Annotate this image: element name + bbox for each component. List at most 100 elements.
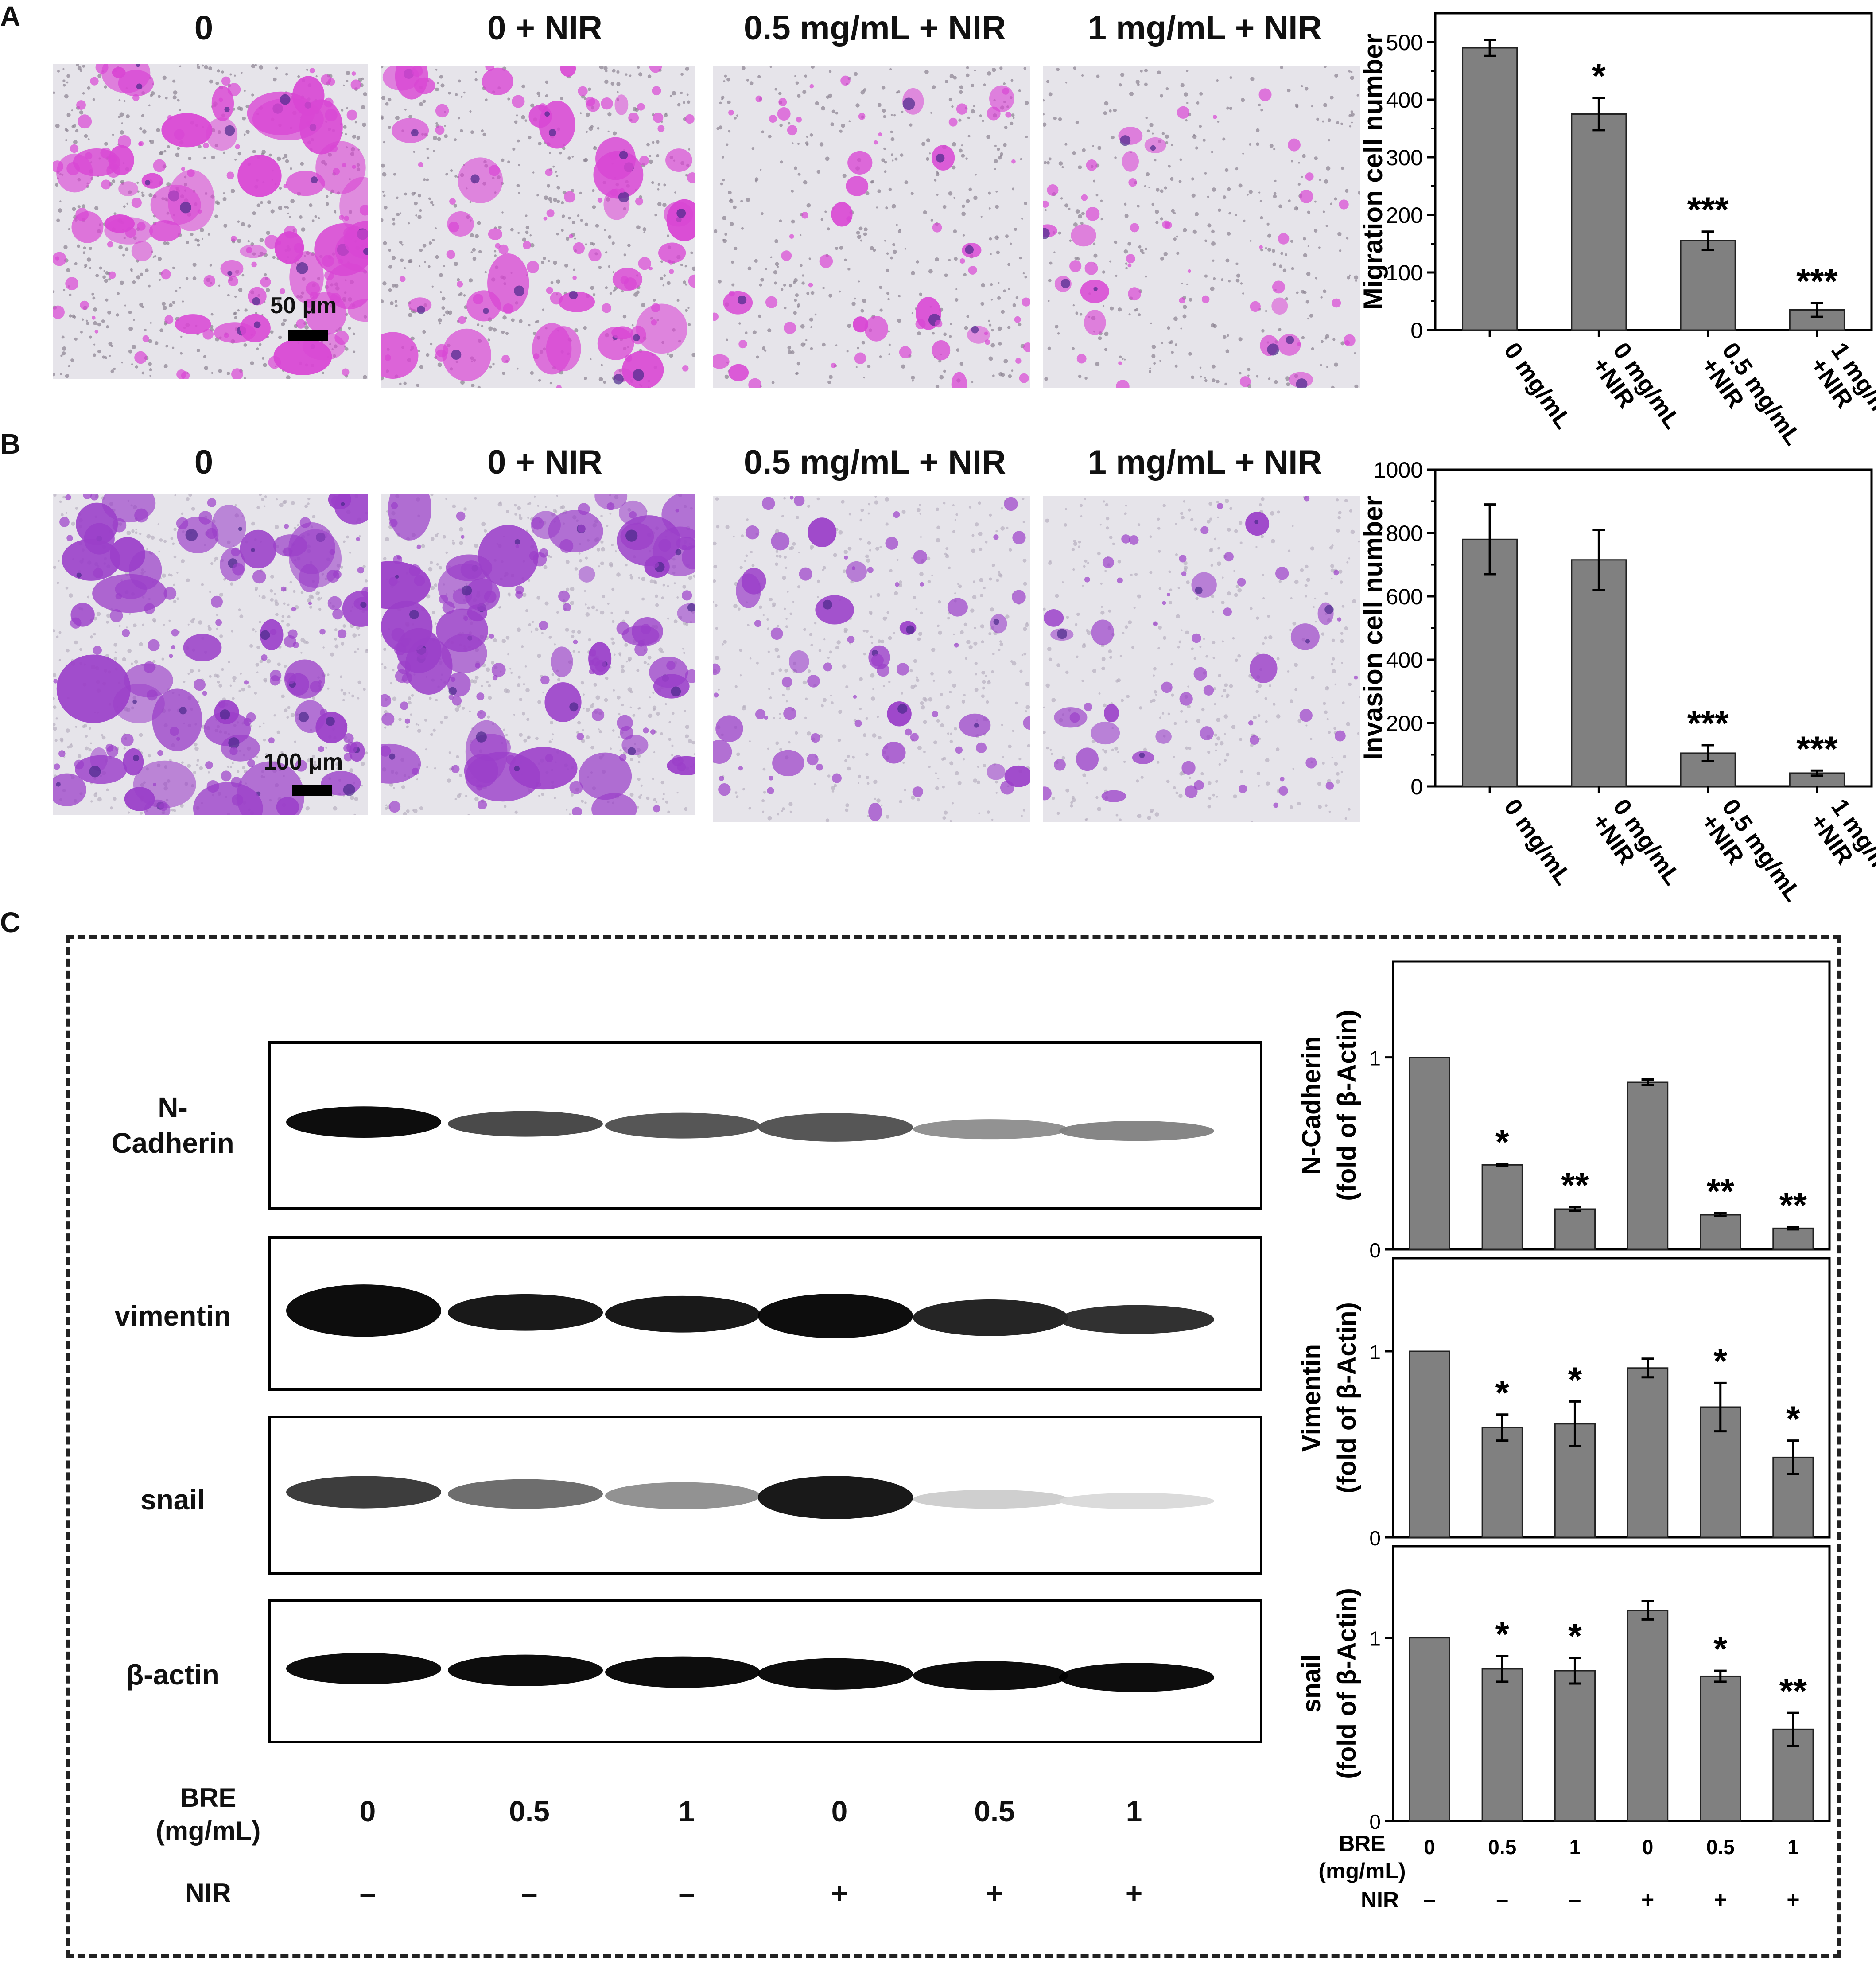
condition-title: 0 + NIR (487, 443, 602, 481)
plot-frame (1392, 960, 1831, 1251)
bar (1627, 1610, 1669, 1822)
bar (1481, 1427, 1523, 1538)
blot-band (758, 1113, 913, 1142)
x-category-label: 1 mg/mL+NIR (1805, 338, 1876, 433)
nir-value: + (831, 1877, 848, 1910)
blot-band (605, 1112, 760, 1139)
blot-label-vimentin: vimentin (114, 1300, 231, 1332)
y-tick-label: 0 (1410, 318, 1423, 343)
condition-title: 1 mg/mL + NIR (1088, 9, 1322, 47)
panel-c-frame (66, 935, 1841, 1958)
snail-chart: 0 1 * * * ** snail (fold of β-Actin) BRE (mg/mL) N… (1285, 1537, 1834, 1949)
condition-title: 0 + NIR (487, 9, 602, 47)
x-category-text: 0 mg/mL (1499, 338, 1577, 433)
significance-marker: * (1713, 1341, 1728, 1381)
x-category-label: 0 mg/mL (1499, 794, 1577, 890)
vimentin-chart: 0 1 * * * * Vimentin (fold of β-Actin) (1285, 1249, 1834, 1550)
y-tick-label: 400 (1386, 88, 1423, 113)
bar (1571, 113, 1627, 331)
nir-value: + (986, 1877, 1003, 1910)
y-axis-label: Vimentin (1297, 1344, 1326, 1452)
blot-beta-actin (268, 1599, 1262, 1743)
x-tick-label: + (1714, 1887, 1727, 1912)
y-tick-label: 0 (1410, 774, 1423, 799)
blot-band (605, 1656, 760, 1688)
blot-band (286, 1106, 441, 1138)
significance-marker: *** (1796, 261, 1838, 301)
nir-value: – (359, 1877, 376, 1910)
blot-vimentin (268, 1236, 1262, 1391)
bre-value: 0.5 (974, 1795, 1015, 1828)
y-tick-label: 800 (1386, 521, 1423, 546)
bar (1409, 1350, 1450, 1538)
y-tick-label: 200 (1386, 203, 1423, 228)
blot-label-beta-actin: β-actin (126, 1659, 219, 1691)
significance-marker: *** (1796, 729, 1838, 768)
blot-band (605, 1295, 760, 1333)
micrograph-b-1 (381, 494, 695, 815)
x-category-label: 1 mg/mL+NIR (1805, 794, 1876, 890)
blot-band (448, 1654, 603, 1686)
significance-marker: ** (1561, 1166, 1589, 1205)
micrograph-a-2 (713, 66, 1030, 388)
blot-n-cadherin (268, 1041, 1262, 1210)
x-category-label: 0 mg/mL+NIR (1587, 794, 1686, 890)
y-tick-label: 400 (1386, 648, 1423, 673)
x-category-label: 0.5 mg/mL+NIR (1696, 794, 1806, 906)
nir-value: – (521, 1877, 538, 1910)
y-tick-label: 1 (1369, 1627, 1381, 1650)
x-tick-label: 0 (1642, 1836, 1654, 1859)
micrograph-a-0 (53, 64, 368, 379)
condition-title: 1 mg/mL + NIR (1088, 443, 1322, 481)
significance-marker: * (1592, 56, 1606, 96)
bar (1481, 1164, 1523, 1250)
y-tick-label: 300 (1386, 145, 1423, 170)
micrograph-a-1 (381, 66, 695, 388)
blot-snail (268, 1416, 1262, 1575)
significance-marker: * (1713, 1629, 1728, 1668)
scale-bar-label-b: 100 μm (264, 749, 343, 775)
significance-marker: * (1495, 1614, 1510, 1654)
scale-bar-a (288, 330, 328, 341)
bar (1554, 1208, 1596, 1250)
x-tick-label: – (1569, 1887, 1581, 1912)
panel-letter-b: B (0, 428, 21, 460)
significance-marker: ** (1779, 1186, 1807, 1225)
y-tick-label: 0 (1369, 1527, 1381, 1550)
y-tick-label: 600 (1386, 584, 1423, 609)
bre-value: 0 (359, 1795, 376, 1828)
significance-marker: *** (1687, 190, 1729, 229)
y-axis-label: (fold of β-Actin) (1332, 1010, 1361, 1201)
n-cadherin-chart: 0 1 * ** ** ** N-Cadherin (fold of β-Actin) (1285, 953, 1834, 1262)
x-tick-label: – (1423, 1887, 1436, 1912)
y-axis-label: N-Cadherin (1297, 1036, 1326, 1175)
condition-title: 0 (194, 9, 214, 47)
blot-band (448, 1294, 603, 1331)
micrograph-a-3 (1043, 66, 1360, 388)
bar (1481, 1668, 1523, 1822)
blot-label-n-cadherin: N- Cadherin (111, 1092, 234, 1159)
bar (1462, 47, 1518, 331)
y-axis-label: snail (1297, 1654, 1326, 1713)
bar (1700, 1675, 1741, 1822)
y-tick-label: 200 (1386, 711, 1423, 736)
significance-marker: ** (1779, 1671, 1807, 1711)
scale-bar-label-a: 50 μm (270, 293, 337, 319)
x-axis-group-label: (mg/mL) (1318, 1859, 1406, 1883)
bre-value: 0.5 (509, 1795, 550, 1828)
x-tick-label: + (1787, 1887, 1799, 1912)
bar (1462, 538, 1518, 787)
y-tick-label: 0 (1369, 1239, 1381, 1262)
blot-band (758, 1476, 913, 1519)
bar (1772, 1227, 1814, 1250)
bre-value: 0 (831, 1795, 848, 1828)
blot-band (913, 1661, 1068, 1691)
bar (1627, 1367, 1669, 1538)
y-tick-label: 1 (1369, 1047, 1381, 1070)
bar (1409, 1637, 1450, 1822)
panel-letter-c: C (0, 906, 21, 938)
significance-marker: *** (1687, 704, 1729, 743)
nir-label: NIR (185, 1878, 231, 1908)
condition-title: 0 (194, 443, 214, 481)
blot-band (448, 1479, 603, 1509)
